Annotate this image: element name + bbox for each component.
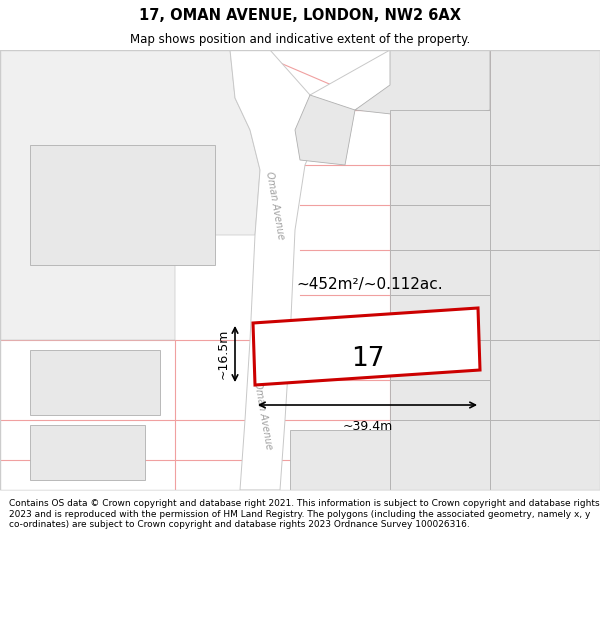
Bar — [390, 250, 490, 295]
Polygon shape — [310, 50, 420, 130]
Bar — [490, 340, 600, 420]
Text: Contains OS data © Crown copyright and database right 2021. This information is : Contains OS data © Crown copyright and d… — [9, 499, 599, 529]
Text: ~452m²/~0.112ac.: ~452m²/~0.112ac. — [296, 278, 443, 292]
Bar — [490, 250, 600, 340]
Bar — [290, 430, 390, 490]
Bar — [30, 145, 215, 265]
Polygon shape — [230, 50, 320, 490]
Text: ~16.5m: ~16.5m — [217, 329, 230, 379]
Polygon shape — [253, 308, 480, 385]
Text: Map shows position and indicative extent of the property.: Map shows position and indicative extent… — [130, 32, 470, 46]
Polygon shape — [0, 50, 260, 340]
Bar — [390, 420, 490, 490]
Bar — [390, 110, 490, 165]
Bar — [490, 420, 600, 490]
Bar — [390, 165, 490, 205]
Text: 17, OMAN AVENUE, LONDON, NW2 6AX: 17, OMAN AVENUE, LONDON, NW2 6AX — [139, 8, 461, 22]
Polygon shape — [355, 50, 490, 125]
Text: Oman Avenue: Oman Avenue — [252, 380, 274, 450]
Bar — [490, 50, 600, 165]
Polygon shape — [295, 95, 355, 165]
Bar — [390, 295, 490, 340]
Bar — [390, 380, 490, 420]
Bar — [390, 205, 490, 250]
Text: ~39.4m: ~39.4m — [343, 420, 392, 433]
Bar — [390, 340, 490, 380]
Bar — [30, 350, 160, 415]
Bar — [30, 425, 145, 480]
Text: 17: 17 — [351, 346, 384, 372]
Bar — [490, 165, 600, 250]
Text: Oman Avenue: Oman Avenue — [264, 170, 286, 240]
